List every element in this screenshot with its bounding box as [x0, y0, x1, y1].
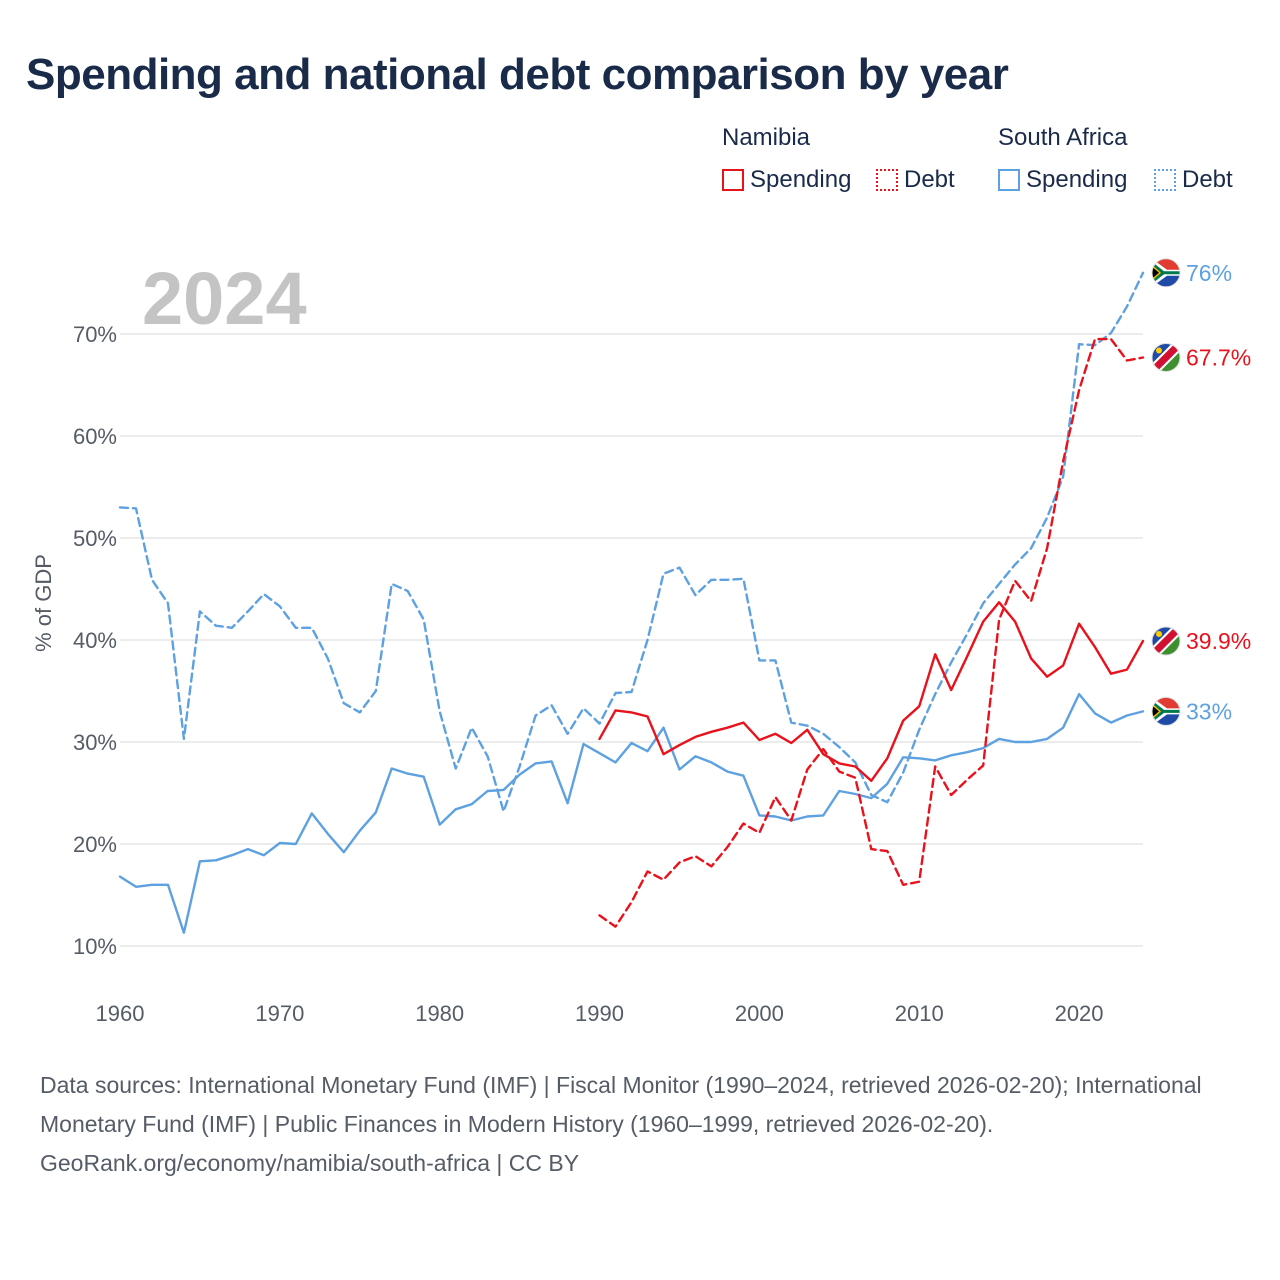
- y-tick-label: 10%: [73, 934, 117, 959]
- legend-group-south-africa: South Africa: [998, 124, 1128, 151]
- grid-lines: [120, 333, 1143, 947]
- legend-swatch-namibia-debt: [876, 169, 898, 191]
- series-lines: [118, 271, 1145, 934]
- x-tick-label: 2020: [1055, 1001, 1104, 1026]
- namibia-debt-line[interactable]: [598, 337, 1145, 928]
- x-tick-label: 2000: [735, 1001, 784, 1026]
- y-axis-title: % of GDP: [31, 554, 56, 652]
- legend-label-namibia-debt: Debt: [904, 166, 955, 193]
- south-africa-debt-end-label: 76%: [1186, 260, 1232, 286]
- namibia-debt-flag-icon: [1151, 342, 1181, 372]
- chart-title: Spending and national debt comparison by…: [26, 50, 1009, 99]
- y-tick-label: 50%: [73, 526, 117, 551]
- south-africa-spending-flag-icon: [1151, 696, 1181, 726]
- y-tick-label: 20%: [73, 832, 117, 857]
- legend-south-africa-spending[interactable]: Spending: [998, 166, 1127, 194]
- legend-swatch-south-africa-spending: [998, 169, 1020, 191]
- x-axis-ticks: 1960 1970 1980 1990 2000 2010 2020: [96, 1001, 1104, 1026]
- y-axis-ticks: 10% 20% 30% 40% 50% 60% 70%: [73, 322, 117, 959]
- x-tick-label: 1960: [96, 1001, 145, 1026]
- y-tick-label: 70%: [73, 322, 117, 347]
- legend-label-south-africa-debt: Debt: [1182, 166, 1233, 193]
- x-tick-label: 2010: [895, 1001, 944, 1026]
- y-tick-label: 60%: [73, 424, 117, 449]
- y-tick-label: 30%: [73, 730, 117, 755]
- legend-namibia-spending[interactable]: Spending: [722, 166, 851, 194]
- line-chart: 2024 10%20%30%40%50%60%70% 1960 1970 1980 1…: [31, 257, 1251, 1026]
- south-africa-debt-line[interactable]: [118, 271, 1145, 813]
- south-africa-debt-flag-icon: [1151, 258, 1181, 288]
- x-tick-label: 1970: [255, 1001, 304, 1026]
- legend-label-south-africa-spending: Spending: [1026, 166, 1128, 193]
- x-tick-label: 1980: [415, 1001, 464, 1026]
- namibia-spending-flag-icon: [1151, 626, 1181, 656]
- legend-swatch-namibia-spending: [722, 169, 744, 191]
- data-sources: Data sources: International Monetary Fun…: [40, 1072, 1202, 1137]
- credit-link[interactable]: GeoRank.org/economy/namibia/south-africa…: [40, 1150, 580, 1176]
- x-tick-label: 1990: [575, 1001, 624, 1026]
- legend-group-namibia: Namibia: [722, 124, 811, 151]
- namibia-debt-end-label: 67.7%: [1186, 344, 1251, 370]
- end-labels: 76% 33% 67.7% 39.9%: [1151, 258, 1251, 726]
- y-tick-label: 40%: [73, 628, 117, 653]
- legend-swatch-south-africa-debt: [1154, 169, 1176, 191]
- legend-label-namibia-spending: Spending: [750, 166, 852, 193]
- namibia-spending-line[interactable]: [598, 601, 1145, 782]
- legend-south-africa-debt[interactable]: Debt: [1154, 166, 1233, 194]
- south-africa-spending-line[interactable]: [118, 692, 1145, 934]
- legend-namibia-debt[interactable]: Debt: [876, 166, 955, 194]
- south-africa-spending-end-label: 33%: [1186, 698, 1232, 724]
- namibia-spending-end-label: 39.9%: [1186, 628, 1251, 654]
- footer: Data sources: International Monetary Fun…: [40, 1066, 1240, 1183]
- current-year-label: 2024: [142, 257, 307, 340]
